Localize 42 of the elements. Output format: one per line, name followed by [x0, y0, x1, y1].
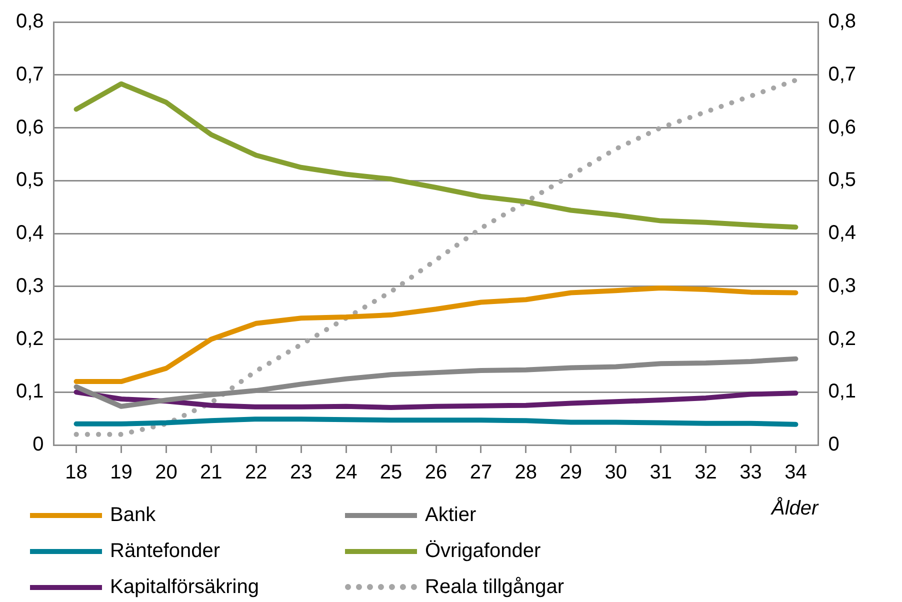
- y2-tick-label: 0,4: [828, 222, 856, 244]
- y-tick-label: 0,3: [16, 274, 44, 297]
- legend-label: Aktier: [425, 504, 476, 526]
- x-tick-label: 27: [470, 462, 492, 484]
- x-axis-title: Ålder: [770, 496, 820, 520]
- x-tick-label: 30: [604, 462, 627, 484]
- x-tick-label: 34: [784, 462, 807, 484]
- x-tick-label: 19: [110, 462, 132, 484]
- x-tick-label: 29: [560, 462, 582, 484]
- x-tick-label: 18: [65, 462, 88, 484]
- x-tick-label: 25: [380, 462, 402, 484]
- y2-tick-label: 0,7: [828, 63, 856, 86]
- x-tick-label: 23: [290, 462, 312, 484]
- x-tick-label: 32: [694, 462, 717, 484]
- x-tick-label: 22: [245, 462, 268, 484]
- y-tick-label: 0,5: [16, 169, 44, 192]
- y-tick-label: 0: [32, 434, 44, 456]
- y-tick-label: 0,6: [16, 116, 44, 138]
- y2-tick-label: 0: [828, 434, 840, 456]
- y-tick-label: 0,2: [16, 328, 44, 350]
- y-tick-label: 0,7: [16, 63, 44, 86]
- x-tick-label: 26: [424, 462, 448, 484]
- y2-tick-label: 0,5: [828, 169, 856, 192]
- legend-label: Reala tillgångar: [425, 576, 564, 598]
- legend-label: Bank: [110, 504, 156, 526]
- x-tick-label: 21: [200, 462, 222, 484]
- legend-label: Övrigafonder: [425, 540, 541, 562]
- x-tick-label: 28: [514, 462, 538, 484]
- y2-tick-label: 0,8: [828, 10, 856, 33]
- x-tick-label: 24: [334, 462, 358, 484]
- x-tick-label: 31: [650, 462, 672, 484]
- y2-tick-label: 0,1: [828, 380, 856, 403]
- y2-tick-label: 0,6: [828, 116, 856, 138]
- y2-tick-label: 0,2: [828, 328, 856, 350]
- x-tick-label: 20: [155, 462, 178, 484]
- legend-label: Kapitalförsäkring: [110, 576, 259, 598]
- y-tick-label: 0,4: [16, 222, 44, 244]
- legend-label: Räntefonder: [110, 540, 220, 562]
- y2-tick-label: 0,3: [828, 274, 856, 297]
- y-tick-label: 0,8: [16, 10, 44, 33]
- y-tick-label: 0,1: [16, 380, 44, 403]
- x-tick-label: 33: [740, 462, 762, 484]
